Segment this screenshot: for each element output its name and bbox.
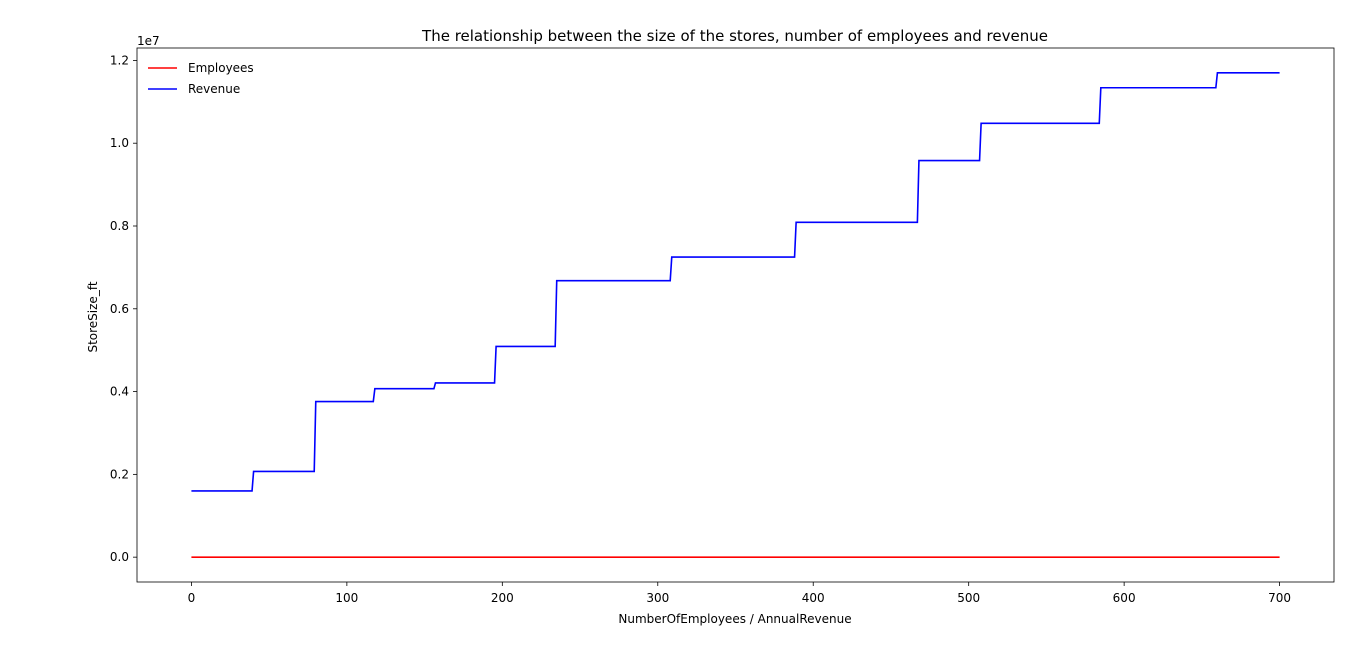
legend-label-revenue: Revenue [188, 82, 240, 96]
x-tick-label: 200 [491, 591, 514, 605]
x-tick-label: 400 [802, 591, 825, 605]
plot-area: 0 100 200 300 400 500 600 700 0.0 0.2 0.4 0.6 0.8 1.0… [110, 47, 1335, 605]
y-offset-text: 1e7 [137, 34, 160, 48]
x-tick-label: 500 [957, 591, 980, 605]
x-tick-label: 700 [1268, 591, 1291, 605]
y-tick-label: 0.6 [110, 302, 129, 316]
y-tick-label: 1.0 [110, 136, 129, 150]
x-tick-label: 300 [646, 591, 669, 605]
y-axis-label: StoreSize_ft [86, 281, 100, 352]
x-tick-label: 0 [188, 591, 196, 605]
x-tick-label: 600 [1113, 591, 1136, 605]
series-line-revenue [191, 72, 1280, 492]
legend-label-employees: Employees [188, 61, 254, 75]
chart-title: The relationship between the size of the… [421, 27, 1048, 45]
x-tick-label: 100 [335, 591, 358, 605]
y-tick-label: 1.2 [110, 53, 129, 67]
y-tick-label: 0.4 [110, 385, 129, 399]
plot-frame [136, 47, 1335, 583]
y-tick-label: 0.2 [110, 467, 129, 481]
y-tick-label: 0.8 [110, 219, 129, 233]
x-axis-label: NumberOfEmployees / AnnualRevenue [618, 612, 851, 626]
y-tick-label: 0.0 [110, 550, 129, 564]
